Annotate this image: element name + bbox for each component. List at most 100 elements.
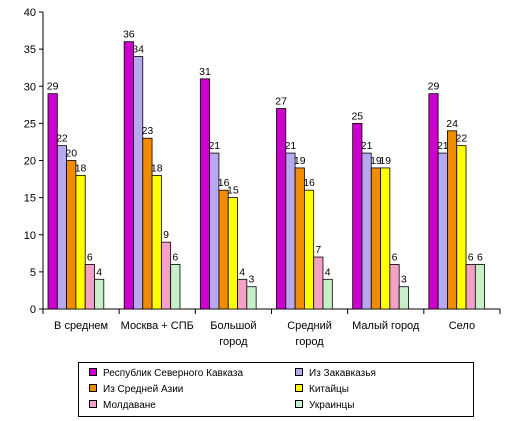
data-label: 4 [239, 266, 245, 278]
legend-item-north-caucasus: Республик Северного Кавказа [89, 368, 243, 379]
x-tick-label: город [295, 336, 324, 348]
legend-swatch-chinese [295, 384, 303, 393]
data-label: 16 [303, 177, 315, 189]
bar [398, 286, 409, 310]
bar [227, 197, 238, 310]
legend-swatch-transcaucasia [295, 368, 303, 377]
data-label: 34 [132, 44, 144, 56]
legend-swatch-ukrainians [295, 400, 303, 409]
data-label: 4 [325, 266, 331, 278]
data-label: 6 [477, 251, 483, 263]
bar [151, 174, 162, 310]
data-label: 21 [437, 140, 449, 152]
legend-label-ukrainians: Украинцы [309, 400, 355, 411]
legend-swatch-moldovans [89, 400, 97, 409]
bar [303, 189, 315, 310]
data-label: 19 [370, 155, 382, 167]
y-tick-label: 0 [30, 304, 36, 316]
legend-item-central-asia: Из Средней Азии [89, 384, 183, 395]
data-label: 24 [446, 118, 458, 130]
bar [389, 264, 400, 310]
data-label: 19 [294, 155, 306, 167]
data-label: 23 [142, 125, 154, 137]
data-label: 9 [163, 229, 169, 241]
bar [94, 278, 105, 310]
data-label: 16 [218, 177, 230, 189]
data-label: 4 [96, 266, 102, 278]
bar [133, 56, 144, 310]
legend-label-chinese: Китайцы [309, 384, 349, 395]
y-tick-label: 30 [24, 81, 36, 93]
y-tick-label: 35 [24, 44, 36, 56]
legend-label-moldovans: Молдаване [103, 400, 156, 411]
bar [237, 278, 248, 310]
y-tick-label: 15 [24, 193, 36, 205]
data-label: 6 [392, 251, 398, 263]
y-tick-label: 20 [24, 156, 36, 168]
data-label: 22 [456, 133, 468, 145]
x-tick-label: Малый город [352, 320, 420, 332]
bar [123, 41, 134, 310]
data-label: 31 [199, 66, 211, 78]
y-tick-label: 25 [24, 118, 36, 130]
bar [199, 78, 211, 310]
bar [84, 264, 95, 310]
data-label: 27 [275, 96, 287, 108]
x-tick-label: Средний [287, 320, 332, 332]
data-label: 19 [379, 155, 391, 167]
bar [170, 264, 181, 310]
bar [246, 286, 257, 310]
bar [322, 278, 333, 310]
bar [428, 93, 439, 310]
bar [465, 264, 476, 310]
bar [276, 108, 287, 310]
legend-item-ukrainians: Украинцы [295, 400, 354, 411]
data-label: 21 [208, 140, 220, 152]
bar [56, 145, 67, 310]
bar [47, 93, 58, 310]
x-tick-label: Москва + СПБ [121, 320, 194, 332]
x-tick-label: В среднем [54, 320, 108, 332]
data-label: 15 [227, 185, 239, 197]
data-label: 20 [65, 148, 77, 160]
bar [474, 264, 486, 310]
data-label: 21 [285, 140, 297, 152]
legend-item-moldovans: Молдаване [89, 400, 156, 411]
data-label: 25 [351, 110, 363, 122]
legend-label-central-asia: Из Средней Азии [103, 384, 184, 395]
bar [160, 241, 172, 310]
legend-swatch-north-caucasus [89, 368, 97, 377]
data-label: 6 [468, 251, 474, 263]
bar [66, 160, 77, 310]
y-tick-label: 5 [30, 267, 36, 279]
data-label: 6 [87, 251, 93, 263]
data-label: 3 [401, 274, 407, 286]
bar [313, 256, 324, 310]
bar [218, 189, 229, 310]
bar [447, 130, 458, 310]
data-label: 21 [361, 140, 373, 152]
legend-swatch-central-asia [89, 384, 97, 393]
data-label: 36 [123, 29, 135, 41]
data-label: 18 [75, 162, 87, 174]
x-tick-label: город [219, 336, 248, 348]
data-label: 6 [172, 251, 178, 263]
bar [456, 145, 467, 310]
legend-item-chinese: Китайцы [295, 384, 349, 395]
legend: Республик Северного Кавказа Из Закавказь… [78, 362, 474, 417]
data-label: 18 [151, 162, 163, 174]
x-tick-label: Большой [210, 320, 256, 332]
y-tick-label: 40 [24, 7, 36, 19]
legend-label-north-caucasus: Республик Северного Кавказа [103, 368, 244, 379]
data-label: 22 [56, 133, 68, 145]
bar [75, 174, 86, 310]
x-tick-label: Село [449, 320, 475, 332]
bar [380, 167, 391, 310]
data-label: 29 [47, 81, 59, 93]
data-label: 3 [249, 274, 255, 286]
data-label: 29 [428, 81, 440, 93]
bar [437, 152, 448, 310]
y-tick-label: 10 [24, 230, 36, 242]
bar [370, 167, 381, 310]
